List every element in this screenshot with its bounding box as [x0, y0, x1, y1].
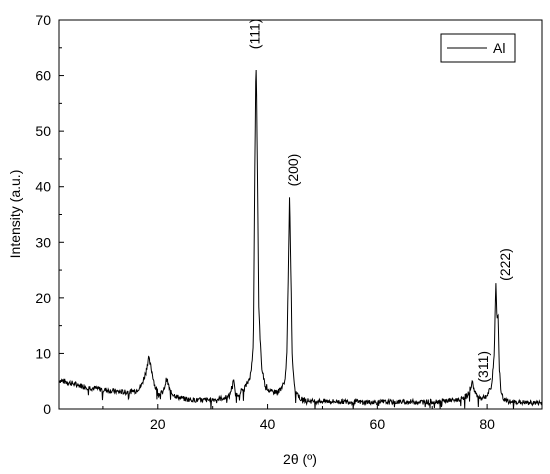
y-tick-label: 0: [43, 401, 51, 417]
y-tick-label: 40: [35, 179, 51, 195]
y-tick-label: 30: [35, 234, 51, 250]
x-tick-label: 60: [370, 416, 386, 432]
series-line-al: [58, 69, 543, 410]
peak-annotations: (111) (200) (311) (222): [246, 19, 513, 383]
x-axis-label: 2θ (º): [283, 451, 317, 467]
legend: Al: [440, 33, 516, 63]
peak-annotation: (222): [497, 248, 513, 281]
y-tick-label: 50: [35, 123, 51, 139]
y-axis-label: Intensity (a.u.): [7, 170, 23, 259]
plot-frame: [58, 19, 543, 410]
y-tick-label: 70: [35, 12, 51, 28]
y-tick-label: 20: [35, 290, 51, 306]
legend-label-al: Al: [493, 40, 505, 56]
y-tick-label: 60: [35, 68, 51, 84]
y-tick-label: 10: [35, 345, 51, 361]
peak-annotation: (111): [246, 19, 262, 50]
y-axis-ticks: 0 10 20 30 40 50 60 70: [35, 12, 64, 417]
x-tick-label: 20: [150, 416, 166, 432]
x-axis-ticks: 20 40 60 80: [102, 404, 495, 432]
peak-annotation: (200): [285, 154, 301, 187]
peak-annotation: (311): [475, 351, 491, 383]
x-tick-label: 40: [260, 416, 276, 432]
x-tick-label: 80: [479, 416, 495, 432]
plot-area: 0 10 20 30 40 50 60 70 20 40 60 80 (111) (200) (311)…: [35, 12, 543, 432]
